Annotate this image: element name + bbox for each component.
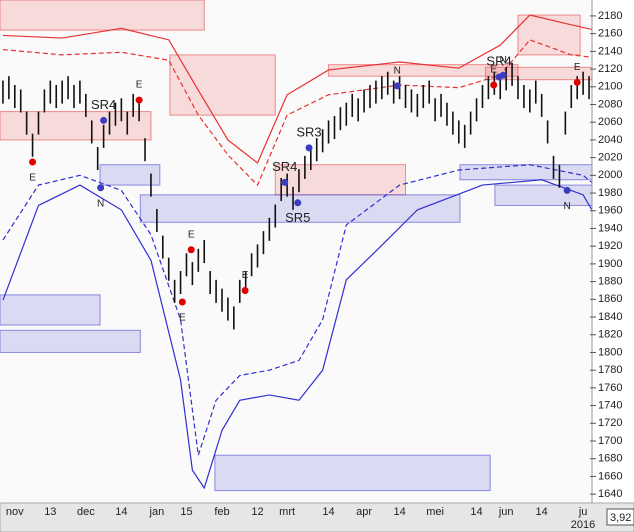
y-tick-label: 1640 <box>598 488 622 500</box>
zone <box>0 111 152 141</box>
y-tick-label: 1940 <box>598 222 622 234</box>
signal-label: E <box>29 173 36 184</box>
signal-dot <box>573 78 581 86</box>
signal-dot <box>241 286 249 294</box>
signal-label: E <box>242 270 249 281</box>
signal-dot <box>305 144 313 152</box>
y-tick-label: 1800 <box>598 346 622 358</box>
zone <box>0 294 101 326</box>
signal-label: N <box>500 55 507 66</box>
x-tick-label: 14 <box>322 506 334 518</box>
y-tick-label: 1780 <box>598 364 622 376</box>
price-label: 3,92 <box>610 512 631 524</box>
signal-label: N <box>394 66 401 77</box>
signal-label: SR5 <box>285 210 310 225</box>
zone <box>0 0 205 31</box>
signal-dot <box>563 186 571 194</box>
zone <box>274 164 407 196</box>
zone <box>0 329 141 353</box>
y-tick-label: 2120 <box>598 63 622 75</box>
zone <box>169 54 276 116</box>
x-tick-label: 14 <box>536 506 548 518</box>
x-tick-label: mrt <box>279 506 295 518</box>
x-tick-label: mei <box>426 506 444 518</box>
y-tick-label: 2060 <box>598 116 622 128</box>
zone <box>517 14 581 56</box>
signal-dot <box>135 96 143 104</box>
signal-label: SR3 <box>296 124 321 139</box>
y-tick-label: 2160 <box>598 28 622 40</box>
signal-dot <box>281 178 289 186</box>
price-box <box>606 508 634 526</box>
signal-label: E <box>188 229 195 240</box>
y-tick-label: 1860 <box>598 293 622 305</box>
x-tick-label: ju <box>578 506 588 518</box>
y-tick-label: 1980 <box>598 187 622 199</box>
y-tick-label: 1960 <box>598 205 622 217</box>
x-tick-label: nov <box>6 506 24 518</box>
y-tick-label: 2100 <box>598 81 622 93</box>
signal-label: E <box>136 80 143 91</box>
y-tick-label: 2040 <box>598 134 622 146</box>
y-tick-label: 2000 <box>598 169 622 181</box>
y-tick-label: 2020 <box>598 152 622 164</box>
signal-label: SR4 <box>272 159 297 174</box>
x-tick-label: 14 <box>115 506 127 518</box>
y-tick-label: 1680 <box>598 453 622 465</box>
signal-label: SR4 <box>91 97 116 112</box>
signal-dot <box>100 116 108 124</box>
band-line <box>2 14 592 164</box>
signal-label: N <box>564 201 571 212</box>
signal-label: E <box>490 65 497 76</box>
signal-label: N <box>97 198 104 209</box>
y-tick-label: 1740 <box>598 399 622 411</box>
signal-dot <box>178 298 186 306</box>
signal-dot <box>29 158 37 166</box>
y-tick-label: 1880 <box>598 276 622 288</box>
y-tick-label: 1900 <box>598 258 622 270</box>
x-axis-bar <box>0 502 634 532</box>
x-tick-label: dec <box>77 506 95 518</box>
x-tick-label: feb <box>214 506 229 518</box>
y-tick-label: 2180 <box>598 10 622 22</box>
x-tick-label: 12 <box>251 506 263 518</box>
signal-dot <box>499 71 507 79</box>
y-tick-label: 1920 <box>598 240 622 252</box>
signal-dot <box>393 82 401 90</box>
y-tick-label: 2140 <box>598 45 622 57</box>
band-line <box>2 39 592 187</box>
signal-dot <box>294 199 302 207</box>
x-tick-label: 14 <box>470 506 482 518</box>
zone <box>139 194 461 223</box>
x-tick-label: 15 <box>180 506 192 518</box>
signal-label: SR4 <box>486 53 511 68</box>
band-line <box>2 164 592 456</box>
y-tick-label: 1720 <box>598 417 622 429</box>
y-tick-label: 1700 <box>598 435 622 447</box>
x-tick-label: 13 <box>44 506 56 518</box>
y-tick-label: 1660 <box>598 470 622 482</box>
zone <box>494 184 592 206</box>
signal-label: E <box>574 62 581 73</box>
y-tick-label: 1840 <box>598 311 622 323</box>
zone <box>214 454 491 492</box>
band-line <box>2 179 592 490</box>
zone <box>459 164 592 181</box>
x-tick-label: jun <box>498 506 514 518</box>
y-tick-label: 2080 <box>598 98 622 110</box>
signal-dot <box>97 184 105 192</box>
x-tick-label: 14 <box>393 506 405 518</box>
year-label: 2016 <box>571 519 595 531</box>
x-tick-label: apr <box>356 506 372 518</box>
signal-dot <box>187 246 195 254</box>
signal-dot <box>490 81 498 89</box>
signal-label: E <box>179 313 186 324</box>
zone <box>99 164 161 186</box>
y-tick-label: 1820 <box>598 329 622 341</box>
x-tick-label: jan <box>149 506 165 518</box>
y-tick-label: 1760 <box>598 382 622 394</box>
